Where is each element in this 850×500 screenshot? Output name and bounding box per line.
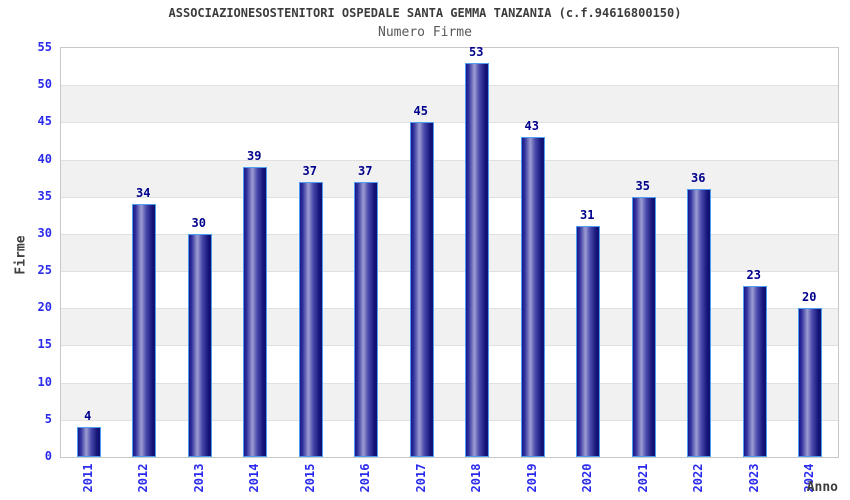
bar-value-label: 4 <box>84 409 92 423</box>
bar-2022 <box>687 189 711 457</box>
plot-band <box>61 420 838 457</box>
x-tick-label: 2012 <box>136 463 151 493</box>
x-tick-label: 2021 <box>635 463 650 493</box>
x-axis-label: Anno <box>806 480 838 495</box>
plot-band <box>61 345 838 382</box>
gridline <box>61 159 838 161</box>
gridline <box>61 345 838 347</box>
y-tick-label: 10 <box>37 374 52 389</box>
gridline <box>61 271 838 273</box>
bar-value-label: 37 <box>358 164 373 178</box>
bar-2021 <box>632 197 656 457</box>
plot-band <box>61 271 838 308</box>
gridline <box>61 419 838 421</box>
bar-2016 <box>354 182 378 457</box>
x-tick-label: 2013 <box>191 463 206 493</box>
plot-band <box>61 48 838 85</box>
bar-2012 <box>132 204 156 457</box>
bar-value-label: 39 <box>247 149 262 163</box>
bar-value-label: 20 <box>802 290 817 304</box>
bar-value-label: 23 <box>746 268 761 282</box>
bar-value-label: 31 <box>580 208 595 222</box>
gridline <box>61 85 838 87</box>
y-tick-label: 40 <box>37 151 52 166</box>
plot-band <box>61 197 838 234</box>
y-tick-label: 15 <box>37 337 52 352</box>
bar-2020 <box>576 226 600 457</box>
plot-band <box>61 308 838 346</box>
y-tick-label: 20 <box>37 300 52 315</box>
gridline <box>61 196 838 198</box>
gridline <box>61 308 838 310</box>
bar-2015 <box>299 182 323 457</box>
x-tick-label: 2017 <box>413 463 428 493</box>
bar-value-label: 53 <box>469 45 484 59</box>
x-tick-label: 2016 <box>358 463 373 493</box>
x-tick-label: 2014 <box>247 463 262 493</box>
y-tick-label: 0 <box>44 449 52 463</box>
y-tick-label: 50 <box>37 77 52 92</box>
bar-value-label: 30 <box>191 216 206 230</box>
y-tick-label: 45 <box>37 114 52 129</box>
bar-2013 <box>188 234 212 457</box>
plot-band <box>61 233 838 272</box>
bar-value-label: 43 <box>524 119 539 133</box>
x-tick-label: 2022 <box>691 463 706 493</box>
bar-2018 <box>465 63 489 457</box>
x-tick-label: 2023 <box>746 463 761 493</box>
x-tick-label: 2020 <box>580 463 595 493</box>
gridline <box>61 122 838 124</box>
plot-band <box>61 85 838 123</box>
x-tick-label: 2019 <box>524 463 539 493</box>
bar-2019 <box>521 137 545 457</box>
bar-2023 <box>743 286 767 457</box>
bar-value-label: 45 <box>413 104 428 118</box>
bar-2011 <box>77 427 101 457</box>
y-tick-label: 35 <box>37 188 52 203</box>
chart-subtitle: Numero Firme <box>378 25 472 40</box>
y-tick-label: 55 <box>37 40 52 54</box>
bar-value-label: 34 <box>136 186 151 200</box>
bar-2014 <box>243 167 267 457</box>
y-tick-label: 5 <box>44 411 52 426</box>
bar-2024 <box>798 308 822 457</box>
bar-2017 <box>410 122 434 457</box>
x-tick-label: 2015 <box>302 463 317 493</box>
bar-value-label: 37 <box>302 164 317 178</box>
x-tick-label: 2011 <box>80 463 95 493</box>
x-tick-label: 2018 <box>469 463 484 493</box>
bar-value-label: 35 <box>635 179 650 193</box>
y-tick-label: 25 <box>37 263 52 278</box>
plot-band <box>61 159 838 197</box>
gridline <box>61 382 838 384</box>
plot-band <box>61 382 838 420</box>
plot-band <box>61 122 838 159</box>
plot-area <box>60 47 839 458</box>
bar-value-label: 36 <box>691 171 706 185</box>
chart-title: ASSOCIAZIONESOSTENITORI OSPEDALE SANTA G… <box>168 6 682 20</box>
y-tick-label: 30 <box>37 225 52 240</box>
gridline <box>61 233 838 235</box>
